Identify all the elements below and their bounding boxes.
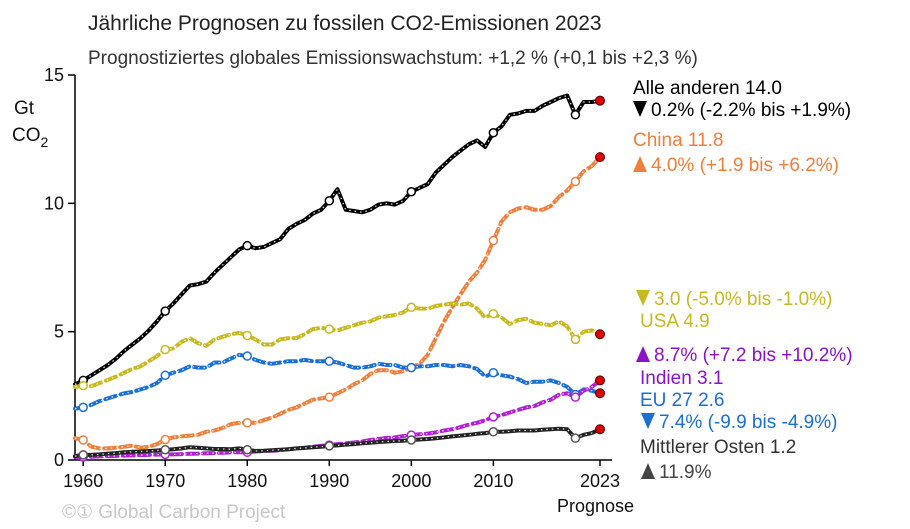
x-tick-label: 1970 — [145, 471, 185, 491]
data-point-eu-27-1960 — [78, 402, 88, 413]
label-eu-change-text: 7.4% (-9.9 bis -4.9%) — [659, 412, 837, 433]
projection-point-china — [595, 152, 605, 163]
series-dotline-usa — [74, 302, 601, 388]
label-china-value: China 11.8 — [633, 130, 724, 151]
data-point-usa-1990 — [324, 324, 335, 334]
y-tick-label: 0 — [54, 450, 64, 470]
series-dotline-alle-anderen — [74, 94, 601, 385]
chart-subtitle: Prognostiziertes globales Emissionswachs… — [88, 48, 698, 69]
label-indien-change: 8.7% (+7.2 bis +10.2%) — [636, 345, 853, 366]
data-point-eu-27-1990 — [324, 356, 335, 366]
data-point-mittlerer-osten-1990 — [324, 441, 335, 451]
label-indien-value: Indien 3.1 — [640, 368, 723, 389]
data-point-china-1960 — [78, 435, 88, 445]
data-point-usa-1960 — [78, 380, 88, 391]
data-point-mittlerer-osten-1970 — [160, 444, 170, 455]
data-point-alle-anderen-2020 — [570, 110, 581, 120]
data-point-eu-27-2000 — [406, 362, 417, 373]
x-axis-prognose-label: Prognose — [557, 496, 634, 516]
label-usa-change: 3.0 (-5.0% bis -1.0%) — [636, 289, 832, 310]
data-point-alle-anderen-2010 — [488, 128, 499, 138]
label-china-change-text: 4.0% (+1.9 bis +6.2%) — [651, 155, 839, 176]
label-mittlerer-osten-value: Mittlerer Osten 1.2 — [640, 437, 796, 458]
label-alle-anderen-value: Alle anderen 14.0 — [633, 78, 782, 99]
series-usa — [73, 301, 602, 389]
projection-point-eu-27 — [595, 388, 605, 399]
label-mittlerer-osten-change: 11.9% — [641, 462, 712, 483]
marker-layer — [78, 95, 605, 462]
data-point-eu-27-1980 — [242, 351, 253, 361]
data-point-eu-27-1970 — [160, 370, 170, 381]
credit-text: ©① Global Carbon Project — [62, 502, 286, 523]
data-point-usa-1970 — [160, 344, 170, 355]
y-tick-label: 10 — [44, 193, 64, 213]
y-tick-label: 5 — [54, 322, 64, 342]
x-tick-label: 2000 — [391, 471, 431, 491]
down-arrow-icon — [633, 101, 647, 117]
data-point-china-1990 — [324, 392, 335, 402]
data-point-usa-1980 — [242, 330, 253, 341]
label-china-change: 4.0% (+1.9 bis +6.2%) — [633, 155, 839, 176]
x-tick-label: 2010 — [473, 471, 513, 491]
data-point-mittlerer-osten-1980 — [242, 444, 253, 455]
y-axis-label-subscript: 2 — [41, 134, 49, 150]
x-tick-label: 2023 — [580, 471, 620, 491]
series-china — [73, 155, 602, 451]
axes: 0 5 10 15 1960 1970 1980 1990 2000 2010 2023 — [44, 65, 620, 491]
data-point-eu-27-2010 — [488, 367, 499, 378]
data-point-china-2020 — [570, 176, 581, 187]
data-point-usa-2020 — [570, 334, 581, 345]
chart-title: Jährliche Prognosen zu fossilen CO2-Emis… — [88, 12, 602, 35]
down-arrow-icon — [641, 413, 655, 429]
x-tick-label: 1980 — [227, 471, 267, 491]
label-alle-anderen-change: 0.2% (-2.2% bis +1.9%) — [633, 100, 851, 121]
label-alle-anderen-change-text: 0.2% (-2.2% bis +1.9%) — [651, 100, 851, 121]
data-point-mittlerer-osten-2020 — [570, 433, 581, 443]
label-usa-value: USA 4.9 — [640, 311, 710, 332]
series-line-china — [73, 155, 602, 451]
series-line-alle-anderen — [73, 93, 602, 387]
projection-point-mittlerer-osten — [595, 424, 605, 435]
x-tick-label: 1990 — [309, 471, 349, 491]
label-eu-change: 7.4% (-9.9 bis -4.9%) — [641, 412, 837, 433]
up-arrow-icon — [636, 346, 650, 362]
data-point-alle-anderen-1990 — [324, 196, 335, 206]
data-point-mittlerer-osten-1960 — [78, 450, 88, 460]
data-point-mittlerer-osten-2010 — [488, 427, 499, 437]
data-point-indien-2020 — [570, 392, 581, 402]
label-mittlerer-osten-change-text: 11.9% — [659, 462, 712, 483]
data-point-indien-2010 — [488, 412, 499, 422]
projection-point-usa — [595, 329, 605, 340]
data-point-china-1980 — [242, 418, 253, 428]
x-tick-label: 1960 — [63, 471, 103, 491]
data-point-alle-anderen-1970 — [160, 306, 170, 316]
y-axis-label-co: CO2 — [12, 125, 49, 150]
data-point-china-1970 — [160, 434, 170, 445]
series-dotline-china — [74, 156, 601, 449]
data-point-alle-anderen-1980 — [242, 240, 253, 251]
series-eu-27 — [73, 352, 602, 411]
label-usa-change-text: 3.0 (-5.0% bis -1.0%) — [654, 289, 832, 310]
y-tick-label: 15 — [44, 65, 64, 85]
projection-point-alle-anderen — [595, 95, 605, 106]
label-indien-change-text: 8.7% (+7.2 bis +10.2%) — [654, 345, 853, 366]
data-point-usa-2010 — [488, 308, 499, 319]
series-line-usa — [73, 301, 602, 389]
data-point-mittlerer-osten-2000 — [406, 435, 417, 445]
label-eu-value: EU 27 2.6 — [640, 390, 725, 411]
data-point-usa-2000 — [406, 302, 417, 313]
down-arrow-icon — [636, 290, 650, 306]
series-line-eu-27 — [73, 352, 602, 411]
y-axis-label-co-text: CO — [12, 125, 41, 146]
data-point-china-2010 — [488, 235, 499, 246]
data-point-alle-anderen-2000 — [406, 187, 417, 197]
y-axis-label-gt: Gt — [14, 98, 35, 119]
series-alle-anderen — [73, 93, 602, 387]
series-layer — [73, 93, 602, 459]
up-arrow-icon — [633, 156, 647, 172]
projection-point-indien — [595, 375, 605, 386]
up-arrow-icon — [641, 463, 655, 479]
